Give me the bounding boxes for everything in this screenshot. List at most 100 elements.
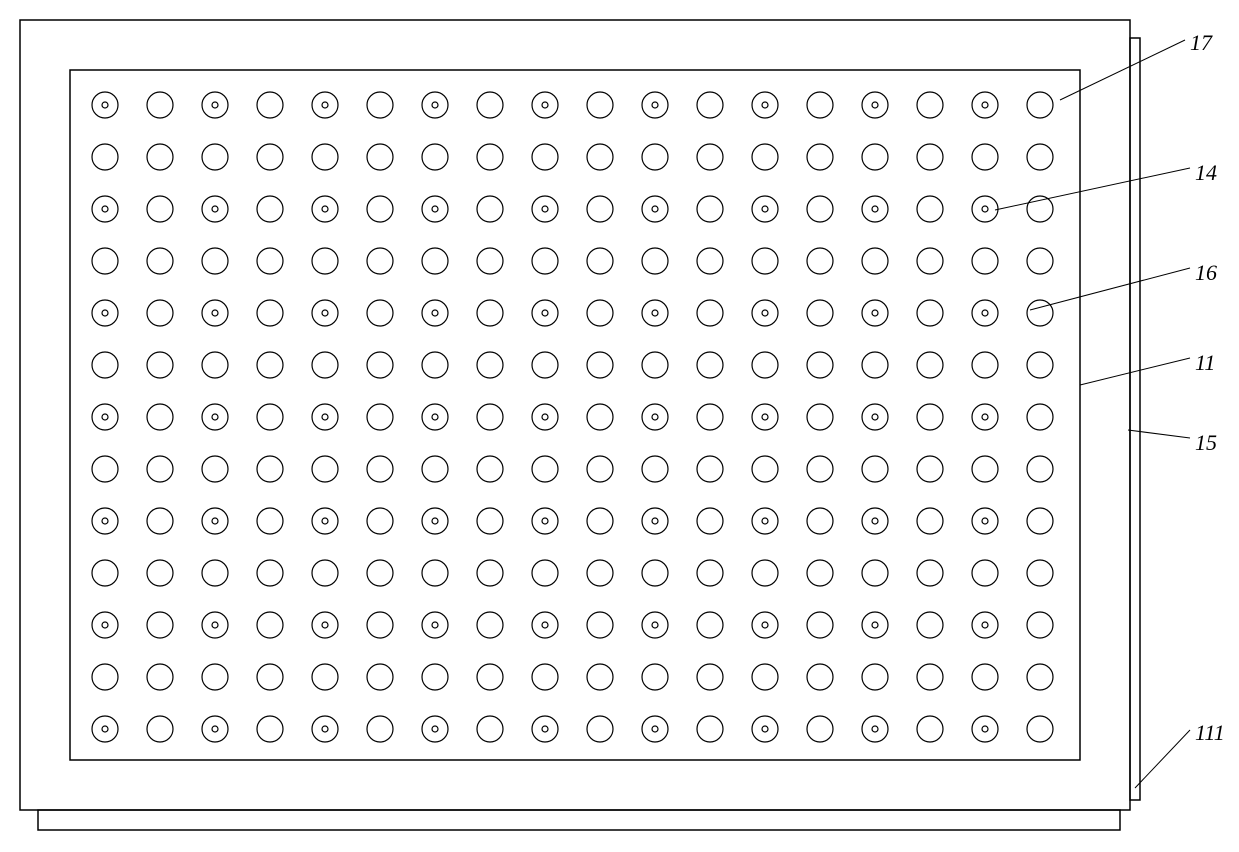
- grid-circle: [1027, 508, 1053, 534]
- grid-circle: [367, 144, 393, 170]
- grid-circle-inner-dot: [982, 414, 988, 420]
- grid-circle: [147, 560, 173, 586]
- grid-circle: [917, 612, 943, 638]
- grid-circle: [752, 508, 778, 534]
- grid-circle: [477, 664, 503, 690]
- grid-circle: [147, 716, 173, 742]
- grid-circle-inner-dot: [542, 622, 548, 628]
- grid-circle: [202, 612, 228, 638]
- grid-circle: [257, 612, 283, 638]
- grid-circle: [917, 248, 943, 274]
- grid-circle: [642, 456, 668, 482]
- grid-circle: [807, 352, 833, 378]
- grid-circle: [257, 508, 283, 534]
- side-rect: [1130, 38, 1140, 800]
- grid-circle: [312, 92, 338, 118]
- inner-boundary-rect: [70, 70, 1080, 760]
- grid-circle: [477, 352, 503, 378]
- grid-circle: [422, 456, 448, 482]
- grid-circle-inner-dot: [432, 726, 438, 732]
- grid-circle: [642, 404, 668, 430]
- grid-circle: [202, 560, 228, 586]
- grid-circle: [422, 144, 448, 170]
- grid-circle: [972, 300, 998, 326]
- grid-circle: [697, 300, 723, 326]
- grid-circle: [1027, 404, 1053, 430]
- grid-circle: [862, 716, 888, 742]
- grid-circle: [202, 196, 228, 222]
- grid-circle-inner-dot: [652, 206, 658, 212]
- grid-circle: [587, 300, 613, 326]
- grid-circle: [532, 144, 558, 170]
- grid-circle: [147, 92, 173, 118]
- grid-circle: [477, 248, 503, 274]
- grid-circle-inner-dot: [212, 414, 218, 420]
- grid-circle: [642, 248, 668, 274]
- grid-circle: [532, 508, 558, 534]
- grid-circle: [367, 560, 393, 586]
- technical-diagram-svg: [0, 0, 1239, 852]
- grid-circle: [1027, 456, 1053, 482]
- grid-circle: [917, 196, 943, 222]
- grid-circle-inner-dot: [982, 726, 988, 732]
- grid-circle: [697, 456, 723, 482]
- grid-circle-inner-dot: [872, 726, 878, 732]
- grid-circle: [752, 196, 778, 222]
- grid-circle: [697, 664, 723, 690]
- grid-circle-inner-dot: [762, 206, 768, 212]
- grid-circle: [917, 508, 943, 534]
- grid-circle: [532, 560, 558, 586]
- grid-circle: [312, 508, 338, 534]
- grid-circle: [917, 144, 943, 170]
- grid-circle: [752, 92, 778, 118]
- grid-circle: [202, 248, 228, 274]
- grid-circle: [257, 300, 283, 326]
- grid-circle: [697, 352, 723, 378]
- grid-circle: [972, 144, 998, 170]
- grid-circle: [92, 352, 118, 378]
- grid-circle: [862, 508, 888, 534]
- grid-circle: [312, 352, 338, 378]
- grid-circle-inner-dot: [432, 206, 438, 212]
- grid-circle: [642, 508, 668, 534]
- grid-circle-inner-dot: [542, 518, 548, 524]
- callout-label-15: 15: [1195, 430, 1217, 456]
- grid-circle: [697, 248, 723, 274]
- grid-circle: [642, 612, 668, 638]
- grid-circle: [587, 92, 613, 118]
- grid-circle: [752, 716, 778, 742]
- grid-circle: [532, 248, 558, 274]
- grid-circle-inner-dot: [982, 102, 988, 108]
- grid-circle-inner-dot: [762, 310, 768, 316]
- grid-circle: [477, 300, 503, 326]
- leader-line-15: [1128, 430, 1190, 438]
- grid-circle: [587, 716, 613, 742]
- grid-circle: [752, 248, 778, 274]
- grid-circle: [312, 612, 338, 638]
- grid-circle: [917, 664, 943, 690]
- grid-circle: [862, 144, 888, 170]
- grid-circle: [367, 508, 393, 534]
- grid-circle: [367, 456, 393, 482]
- grid-circle: [1027, 248, 1053, 274]
- grid-circle: [367, 404, 393, 430]
- grid-circle: [367, 196, 393, 222]
- grid-circle-inner-dot: [982, 622, 988, 628]
- grid-circle-inner-dot: [872, 622, 878, 628]
- grid-circle: [587, 352, 613, 378]
- grid-circle: [477, 560, 503, 586]
- grid-circle: [752, 612, 778, 638]
- grid-circle-inner-dot: [982, 206, 988, 212]
- grid-circle: [587, 508, 613, 534]
- grid-circle: [972, 248, 998, 274]
- grid-circle-inner-dot: [652, 622, 658, 628]
- grid-circle: [807, 716, 833, 742]
- grid-circle: [147, 508, 173, 534]
- grid-circle: [202, 300, 228, 326]
- grid-circle: [752, 456, 778, 482]
- callout-label-11: 11: [1195, 350, 1215, 376]
- grid-circle-inner-dot: [652, 102, 658, 108]
- grid-circle: [807, 196, 833, 222]
- grid-circle: [972, 612, 998, 638]
- grid-circle: [367, 716, 393, 742]
